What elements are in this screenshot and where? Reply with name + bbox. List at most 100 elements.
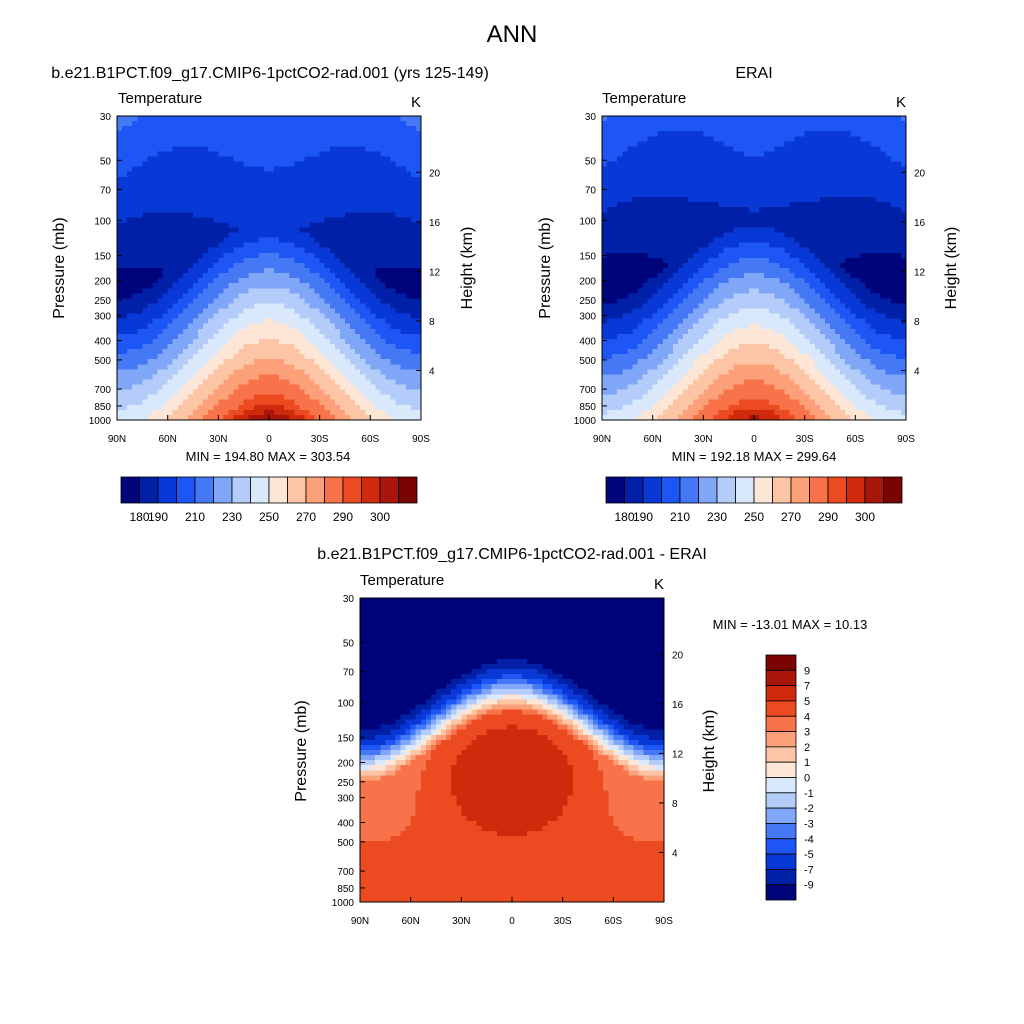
heatmap-cell [289,293,295,299]
heatmap-cell [627,399,633,406]
heatmap-cell [152,313,159,320]
heatmap-cell [314,156,321,163]
heatmap-cell [334,207,341,213]
heatmap-cell [228,222,235,229]
heatmap-cell [370,333,376,340]
heatmap-cell [142,323,148,330]
heatmap-cell [132,349,138,355]
heatmap-cell [380,151,387,158]
heatmap-cell [299,379,306,386]
heatmap-cell [122,141,128,147]
heatmap-cell [385,379,392,386]
heatmap-cell [642,364,649,370]
heatmap-cell [345,394,351,401]
heatmap-cell [319,389,326,396]
heatmap-cell [627,232,633,239]
heatmap-cell [390,151,397,158]
heatmap-cell [319,192,326,198]
heatmap-cell [647,384,654,391]
heatmap-cell [698,384,704,391]
heatmap-cell [683,359,689,365]
heatmap-cell [228,126,235,132]
heatmap-cell [213,344,219,350]
heatmap-cell [698,308,704,315]
heatmap-cell [314,186,321,193]
heatmap-cell [688,369,694,375]
heatmap-cell [667,116,674,122]
heatmap-cell [233,288,240,294]
heatmap-cell [607,318,613,325]
heatmap-cell [632,323,639,330]
heatmap-cell [365,283,371,289]
heatmap-cell [299,197,306,203]
heatmap-cell [208,227,214,234]
heatmap-cell [279,217,285,223]
heatmap-cell [137,409,143,416]
heatmap-cell [324,338,331,345]
heatmap-cell [127,116,133,122]
heatmap-cell [233,197,240,203]
heatmap-cell [410,354,417,360]
units-label: K [654,576,664,593]
heatmap-cell [395,303,402,310]
heatmap-cell [400,217,407,223]
heatmap-cell [208,197,214,203]
heatmap-cell [380,344,387,350]
heatmap-cell [309,136,316,142]
heatmap-cell [632,237,639,244]
heatmap-cell [410,323,417,330]
heatmap-cell [309,217,316,223]
heatmap-cell [693,156,699,163]
heatmap-cell [142,217,148,223]
heatmap-cell [309,389,316,396]
heatmap-cell [127,414,133,421]
heatmap-cell [632,247,639,254]
heatmap-cell [405,126,412,132]
heatmap-cell [607,116,613,122]
heatmap-cell [122,364,128,370]
heatmap-cell [693,283,699,289]
heatmap-cell [289,268,295,274]
heatmap-cell [193,414,199,421]
heatmap-cell [405,131,412,137]
heatmap-cell [238,171,245,178]
heatmap-cell [208,278,214,284]
heatmap-cell [162,354,169,360]
heatmap-cell [294,389,300,396]
heatmap-cell [152,131,159,137]
heatmap-cell [152,242,159,249]
heatmap-cell [410,222,417,229]
heatmap-cell [667,192,674,198]
heatmap-cell [233,409,240,416]
heatmap-cell [142,399,148,406]
heatmap-cell [345,414,351,421]
heatmap-cell [339,181,346,188]
heatmap-cell [350,409,356,416]
heatmap-cell [607,126,613,132]
heatmap-cell [405,176,412,183]
heatmap-cell [678,151,684,158]
heatmap-cell [334,409,341,416]
heatmap-cell [622,359,628,365]
heatmap-cell [355,237,361,244]
heatmap-cell [309,323,316,330]
heatmap-cell [248,344,255,350]
heatmap-cell [147,349,154,355]
heatmap-cell [127,313,133,320]
heatmap-cell [390,166,397,173]
heatmap-cell [182,151,189,158]
heatmap-cell [405,227,412,234]
heatmap-cell [703,136,709,142]
heatmap-cell [193,192,199,198]
heatmap-cell [642,227,649,234]
heatmap-cell [269,146,275,153]
heatmap-cell [698,344,704,350]
heatmap-cell [622,161,628,168]
heatmap-cell [415,273,422,279]
heatmap-cell [708,131,715,137]
heatmap-cell [132,197,138,203]
heatmap-cell [162,171,169,178]
heatmap-cell [137,328,143,335]
heatmap-cell [172,344,179,350]
heatmap-cell [142,121,148,127]
